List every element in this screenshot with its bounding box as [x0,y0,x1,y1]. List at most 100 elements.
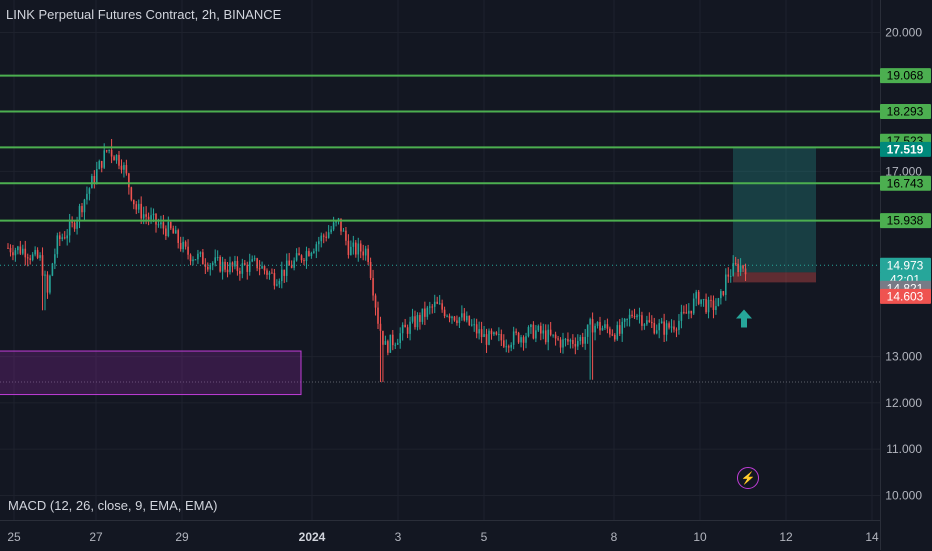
candle [727,274,730,277]
candle [91,175,93,189]
candle [532,324,535,339]
candle [9,247,12,253]
candle [498,334,500,336]
candle [22,248,24,254]
candle [147,216,150,220]
candle [150,215,152,220]
candle [594,325,596,333]
candle [441,303,443,310]
candle [379,323,382,331]
candle [665,323,668,335]
candle [160,222,162,225]
candle [623,318,626,322]
candle [12,252,14,256]
candle [655,330,658,334]
candle [152,213,155,216]
candle [584,336,586,344]
candle [123,165,125,170]
candle [142,214,145,219]
candle [63,237,66,239]
candle [229,262,231,273]
candle [202,252,204,265]
candle [347,240,350,255]
candle [41,255,44,276]
candle [744,268,747,275]
candle [184,241,187,247]
candle [547,329,549,343]
candle [557,338,559,340]
candle [246,264,249,272]
time-axis[interactable]: 25 27 29 2024 3 5 8 10 12 14 [0,520,880,551]
candle [712,300,715,310]
candle [710,299,712,301]
candle [389,334,392,353]
candle [720,291,722,299]
candle [251,259,253,262]
candle [209,264,212,270]
candle [234,260,236,267]
candle [133,199,135,205]
candle [17,246,19,251]
candle [332,222,335,230]
candle [293,260,295,268]
candle [678,320,680,330]
candle [589,319,591,325]
candle [732,263,734,276]
candle [110,149,113,157]
candle [621,321,623,334]
candle [725,274,727,295]
candle [26,257,29,259]
candle [429,306,431,308]
candle [700,299,702,304]
candle [683,311,685,313]
candle [174,230,177,234]
candle [416,315,419,328]
candle [715,306,717,310]
target-zone [733,147,816,273]
candle [384,341,387,345]
candle [717,298,720,307]
candle [219,257,221,272]
candle [451,316,453,319]
lightning-icon[interactable]: ⚡ [737,467,759,489]
candle [436,301,438,304]
candle [248,261,251,272]
price-axis[interactable] [880,0,932,550]
candle [281,269,283,282]
candle [468,315,471,325]
candle [399,333,401,343]
candle [554,334,557,339]
candle [685,312,688,314]
candle [527,327,530,337]
candle [19,246,22,254]
candle [268,272,271,275]
candle [382,330,384,345]
candle [658,323,660,331]
candle [226,269,229,273]
candle [59,235,61,239]
candle [651,322,653,324]
candle [170,222,172,229]
candle [283,269,286,276]
candle [406,327,409,334]
candle [591,319,594,333]
candle [638,315,641,317]
candle [490,330,493,335]
candle [392,334,394,346]
candle [145,214,147,217]
candle [167,222,170,237]
candle [216,257,219,259]
candle [263,266,266,271]
candle [76,220,78,229]
candle [562,339,564,348]
candle [258,268,261,270]
indicator-label[interactable]: MACD (12, 26, close, 9, EMA, EMA) [8,498,218,513]
candle [601,327,604,331]
candle [194,259,197,261]
x-tick-label: 14 [865,530,879,544]
candle [470,324,473,326]
candle [36,250,39,258]
candle [421,308,424,322]
candle [488,330,490,345]
